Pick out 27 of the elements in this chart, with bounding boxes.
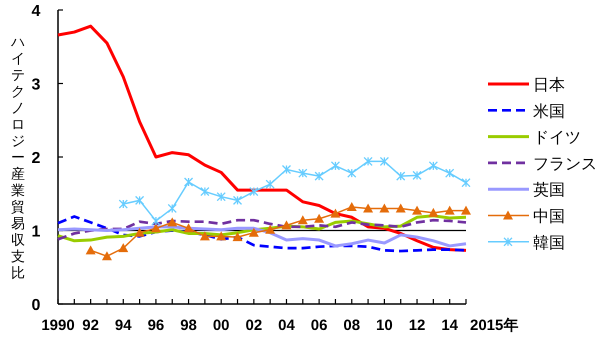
y-tick-label: 0 [32, 297, 41, 314]
text: 2015年 [470, 317, 518, 334]
legend-label: 中国 [533, 208, 565, 226]
x-tick-label: 10 [376, 317, 393, 334]
legend-label: ドイツ [533, 130, 581, 147]
legend-label: フランス [533, 156, 597, 173]
x-tick-label: 00 [212, 317, 230, 334]
y-tick-label: 2 [32, 150, 41, 167]
y-tick-label: 4 [32, 3, 41, 20]
legend-label: 韓国 [533, 234, 565, 252]
y-tick-label: 3 [32, 76, 41, 94]
y-tick-label: 1 [32, 224, 41, 240]
text: ハイテクノロジー産業貿易収支比 [11, 34, 25, 280]
x-tick-label: 96 [148, 317, 164, 334]
x-tick-label: 04 [278, 317, 296, 334]
x-tick-label: 94 [114, 317, 132, 334]
legend-label: 英国 [533, 181, 565, 200]
legend-label: 米国 [533, 102, 565, 120]
x-tick-label: 98 [180, 317, 197, 334]
legend-label: 日本 [533, 76, 565, 94]
x-tick-label: 08 [343, 317, 360, 334]
x-tick-label: 06 [310, 317, 328, 334]
x-tick-label: 14 [441, 317, 459, 334]
x-tick-label: 12 [408, 317, 426, 334]
x-tick-label: 1990 [41, 317, 75, 334]
x-tick-label: 02 [245, 317, 262, 334]
x-tick-label: 92 [82, 317, 99, 334]
